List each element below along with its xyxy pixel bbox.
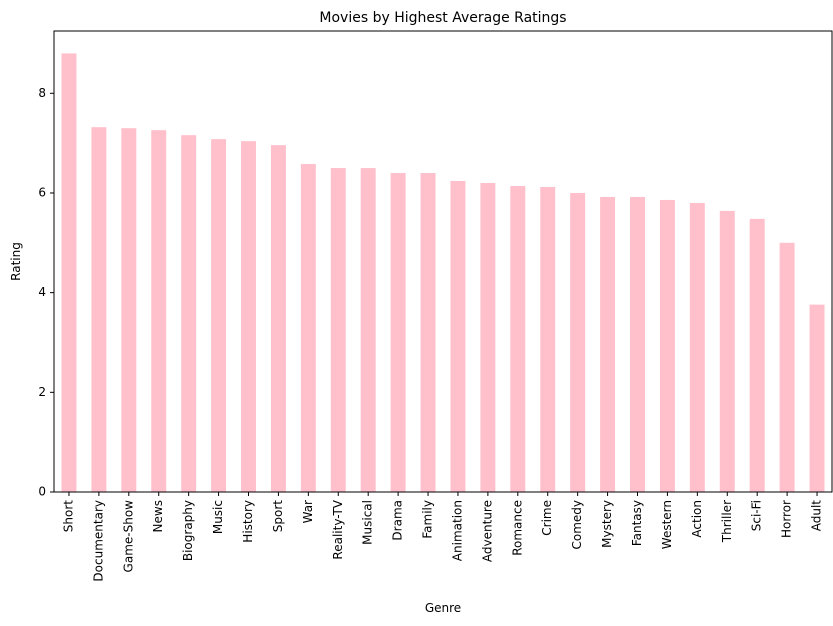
bar-animation <box>450 181 466 492</box>
x-tick-label: Sci-Fi <box>750 500 764 531</box>
x-tick-label: Adventure <box>480 500 494 562</box>
bar-comedy <box>570 192 586 493</box>
x-tick-label: Mystery <box>600 500 614 548</box>
x-tick-label: Sport <box>271 500 285 533</box>
bar-family <box>420 173 436 492</box>
x-tick-label: Fantasy <box>630 500 644 546</box>
bar-adventure <box>480 183 496 492</box>
x-tick-label: History <box>241 500 255 543</box>
x-tick-label: Documentary <box>91 500 105 582</box>
bar-game-show <box>121 128 137 492</box>
x-axis-ticks: Short Documentary Game-Show News Biography Mu… <box>61 492 824 582</box>
y-tick-label: 8 <box>38 86 46 100</box>
x-tick-label: Romance <box>510 500 524 556</box>
x-tick-label: Biography <box>181 500 195 561</box>
bar-romance <box>510 185 526 493</box>
bar-western <box>659 199 675 493</box>
x-tick-label: Horror <box>780 500 794 538</box>
x-tick-label: Short <box>61 500 75 532</box>
x-axis-title: Genre <box>425 601 461 615</box>
x-tick-label: Musical <box>361 500 375 545</box>
bar-music <box>211 139 227 492</box>
bar-war <box>300 164 316 493</box>
x-tick-label: News <box>151 500 165 532</box>
bar-thriller <box>719 210 735 492</box>
bar-biography <box>181 135 197 493</box>
plot-frame <box>53 30 833 493</box>
chart-title: Movies by Highest Average Ratings <box>319 10 566 26</box>
x-tick-label: Drama <box>391 500 405 541</box>
bar-fantasy <box>630 196 645 492</box>
bar-musical <box>360 168 376 492</box>
bar-reality-tv <box>330 168 346 492</box>
y-tick-label: 2 <box>38 385 46 399</box>
x-tick-label: Crime <box>540 500 554 536</box>
y-axis-title: Rating <box>9 242 23 281</box>
x-tick-label: War <box>301 500 315 523</box>
x-tick-label: Family <box>421 500 435 539</box>
x-tick-label: Action <box>690 500 704 538</box>
bar-short <box>61 53 77 492</box>
x-tick-label: Animation <box>450 500 464 561</box>
x-tick-label: Reality-TV <box>331 499 345 559</box>
x-tick-label: Western <box>660 500 674 549</box>
bar-horror <box>779 242 795 492</box>
y-tick-label: 0 <box>38 485 46 499</box>
y-tick-label: 6 <box>38 185 46 199</box>
x-tick-label: Thriller <box>720 500 734 543</box>
bar-news <box>151 130 167 492</box>
x-tick-label: Comedy <box>570 500 584 550</box>
bars-group <box>61 53 825 493</box>
bar-crime <box>540 186 556 492</box>
bar-adult <box>809 304 825 492</box>
bar-drama <box>390 173 406 492</box>
x-tick-label: Adult <box>810 500 824 532</box>
x-tick-label: Game-Show <box>121 500 135 573</box>
bar-documentary <box>91 127 107 493</box>
y-axis-ticks: 0 2 4 6 8 <box>38 86 54 499</box>
y-tick-label: 4 <box>38 285 46 299</box>
bar-sci-fi <box>749 218 765 492</box>
bar-sport <box>270 145 286 492</box>
bar-history <box>241 141 256 493</box>
bar-mystery <box>600 196 616 492</box>
bar-action <box>689 202 705 492</box>
x-tick-label: Music <box>211 500 225 534</box>
